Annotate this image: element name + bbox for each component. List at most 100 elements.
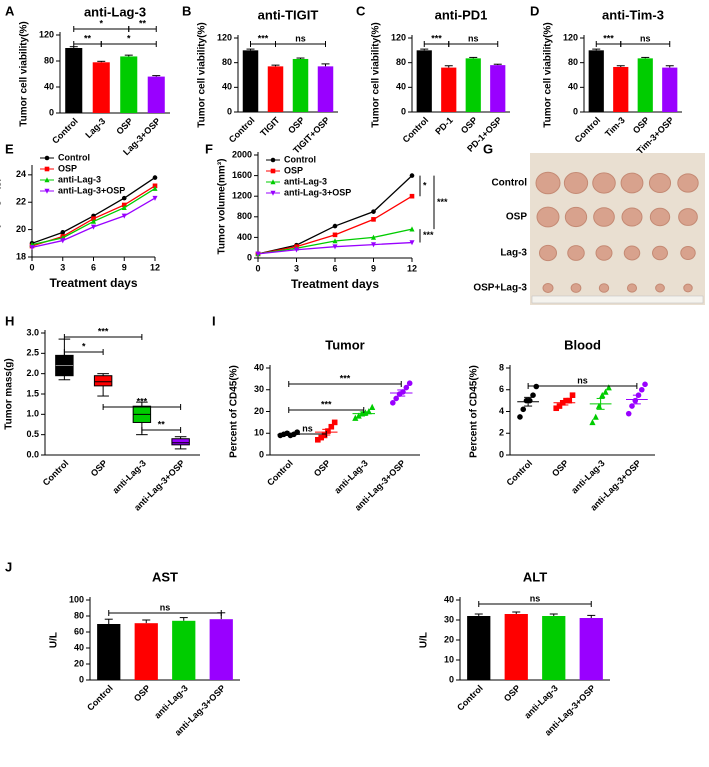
y-axis-label: Tumor cell viability(%) — [197, 22, 208, 127]
marker — [602, 388, 609, 395]
legend-marker — [270, 157, 276, 163]
y-tick-label: 30 — [444, 614, 454, 624]
x-tick-label: Control — [85, 683, 115, 713]
legend-label: OSP — [58, 163, 77, 173]
y-tick-label: 800 — [237, 211, 252, 221]
y-tick-label: 0 — [79, 674, 84, 684]
bar — [292, 58, 309, 112]
bar — [542, 616, 566, 680]
annotation: ns — [640, 33, 651, 43]
legend-label: anti-Lag-3 — [284, 176, 327, 186]
annotation: * — [127, 33, 131, 43]
marker — [589, 419, 596, 426]
y-tick-label: 0.0 — [26, 449, 39, 459]
x-tick-label: OSP — [114, 116, 135, 137]
y-axis-label: Tumor mass(g) — [4, 358, 15, 430]
x-tick-label: Control — [227, 115, 257, 145]
annotation: * — [99, 18, 103, 28]
marker — [393, 395, 399, 402]
y-tick-label: 120 — [563, 32, 578, 42]
x-tick-label: 0 — [255, 263, 260, 273]
marker — [255, 251, 261, 257]
panel-letter: I — [212, 313, 216, 328]
y-tick-label: 2.0 — [26, 368, 39, 378]
bar — [441, 67, 457, 112]
bar — [662, 67, 678, 112]
y-tick-label: 20 — [74, 658, 84, 668]
tumor — [620, 172, 644, 194]
x-tick-label: Control — [50, 116, 80, 146]
bar — [504, 614, 528, 680]
x-tick-label: PD-1 — [433, 115, 455, 137]
chart-title: Tumor — [325, 337, 364, 352]
legend-label: Control — [58, 152, 90, 162]
annotation: *** — [137, 396, 148, 406]
tumor — [680, 245, 696, 261]
legend-marker — [270, 190, 276, 196]
y-tick-label: 30 — [254, 384, 264, 394]
marker — [556, 403, 563, 409]
annotation: *** — [603, 33, 614, 43]
y-axis-label: Tumor cell viability(%) — [543, 22, 554, 127]
marker — [569, 392, 576, 398]
x-tick-label: 6 — [91, 262, 96, 272]
y-axis-label: Tumor volume(mm³) — [217, 159, 228, 255]
tumor — [567, 245, 585, 261]
legend-label: anti-Lag-3+OSP — [58, 185, 125, 195]
annotation: *** — [437, 197, 448, 207]
legend-label: anti-Lag-3 — [58, 174, 101, 184]
tumor — [652, 245, 668, 261]
legend-marker — [44, 188, 50, 194]
annotation: ** — [158, 419, 166, 429]
bar — [317, 66, 334, 112]
y-tick-label: 0 — [449, 674, 454, 684]
tumor — [678, 208, 698, 226]
panel-letter: G — [483, 141, 493, 156]
legend-label: Control — [284, 154, 316, 164]
legend-marker — [44, 166, 50, 172]
marker — [315, 436, 321, 443]
marker — [517, 414, 523, 420]
y-tick-label: 0 — [227, 106, 232, 116]
bar — [242, 50, 259, 112]
marker — [629, 403, 635, 409]
y-tick-label: 20 — [16, 224, 26, 234]
y-tick-label: 0.5 — [26, 429, 39, 439]
marker — [599, 391, 606, 398]
marker — [370, 234, 377, 240]
marker — [566, 397, 573, 404]
y-tick-label: 10 — [444, 654, 454, 664]
marker — [332, 232, 338, 238]
bar — [637, 58, 653, 112]
legend-marker — [270, 168, 276, 174]
x-tick-label: anti-Lag-3 — [522, 683, 559, 720]
marker — [369, 403, 376, 410]
y-tick-label: 100 — [69, 594, 84, 604]
x-tick-label: Control — [41, 458, 71, 488]
tumor — [623, 245, 641, 261]
annotation: *** — [340, 373, 351, 383]
x-axis-label: Treatment days — [49, 276, 137, 290]
panel-letter: J — [5, 559, 12, 574]
bar — [172, 620, 196, 680]
bar — [120, 56, 138, 113]
y-tick-label: 0 — [401, 106, 406, 116]
y-tick-label: 0 — [499, 449, 504, 459]
y-axis-label: Tumor cell viability(%) — [371, 22, 382, 127]
tumor — [535, 171, 561, 195]
annotation: *** — [431, 33, 442, 43]
marker — [121, 204, 127, 211]
tumor — [570, 283, 582, 293]
marker — [121, 213, 127, 219]
y-tick-label: 400 — [237, 232, 252, 242]
annotation: *** — [98, 326, 109, 336]
marker — [625, 410, 632, 417]
x-tick-label: OSP — [631, 115, 652, 136]
y-tick-label: 0 — [573, 106, 578, 116]
marker — [390, 400, 396, 406]
x-tick-label: TIGIT — [258, 115, 282, 139]
panel-letter: A — [5, 3, 15, 18]
marker — [371, 217, 376, 222]
x-tick-label: 3 — [60, 262, 65, 272]
y-tick-label: 1.5 — [26, 388, 39, 398]
